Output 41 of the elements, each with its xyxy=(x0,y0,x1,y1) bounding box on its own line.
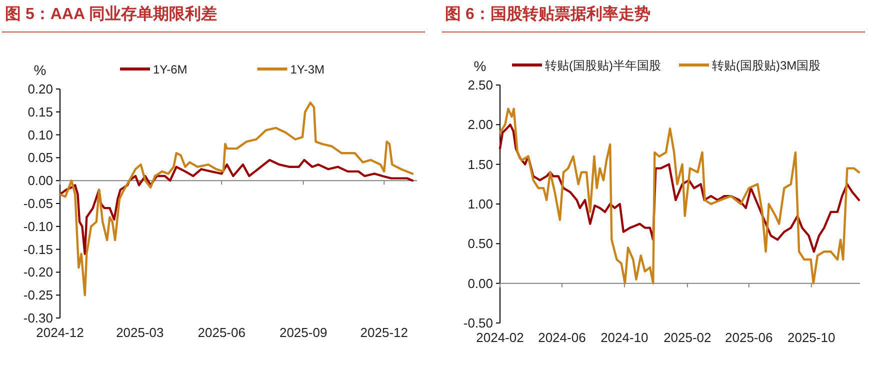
y-tick-label: -0.25 xyxy=(23,288,53,303)
y-axis-title: % xyxy=(34,62,46,78)
y-tick-label: 0.15 xyxy=(28,104,53,120)
y-tick-label: -0.05 xyxy=(23,196,53,211)
y-tick-label: 1.50 xyxy=(468,156,493,172)
y-tick-label: -0.10 xyxy=(23,218,53,234)
chart-title: 图 5：AAA 同业存单期限利差 xyxy=(5,5,217,23)
x-tick-label: 2024-06 xyxy=(538,330,586,345)
line-series xyxy=(498,124,860,253)
line-series xyxy=(498,108,860,284)
legend-label: 转贴(国股贴)3M国股 xyxy=(712,58,821,72)
x-tick-label: 2025-06 xyxy=(725,330,773,345)
legend-label: 转贴(国股贴)半年国股 xyxy=(545,58,661,72)
x-tick-label: 2025-09 xyxy=(279,325,328,340)
y-tick-label: 2.00 xyxy=(468,117,493,132)
x-tick-label: 2025-02 xyxy=(664,330,712,345)
y-tick-label: -0.15 xyxy=(23,242,53,257)
legend-label: 1Y-6M xyxy=(153,62,188,76)
y-tick-label: 0.50 xyxy=(468,236,493,252)
x-tick-label: 2024-12 xyxy=(36,325,84,340)
y-tick-label: 0.20 xyxy=(28,82,53,96)
y-axis-title: % xyxy=(474,58,486,74)
y-tick-label: 0.05 xyxy=(28,150,53,166)
legend-label: 1Y-3M xyxy=(290,62,324,76)
y-tick-label: -0.20 xyxy=(23,264,53,280)
y-tick-label: 1.00 xyxy=(468,196,493,212)
x-tick-label: 2025-12 xyxy=(360,325,408,340)
x-tick-label: 2024-10 xyxy=(600,330,648,345)
x-tick-label: 2025-06 xyxy=(198,325,246,340)
y-tick-label: 0.00 xyxy=(28,173,53,188)
x-tick-label: 2025-10 xyxy=(787,330,836,345)
y-tick-label: 0.10 xyxy=(28,127,53,142)
y-tick-label: -0.50 xyxy=(463,316,493,330)
y-tick-label: 0.00 xyxy=(468,276,493,291)
y-tick-label: -0.30 xyxy=(23,310,53,326)
line-series xyxy=(58,158,414,255)
x-tick-label: 2024-02 xyxy=(476,330,524,345)
chart-title: 图 6：国股转贴票据利率走势 xyxy=(445,4,650,23)
x-tick-label: 2025-03 xyxy=(116,325,164,340)
line-series xyxy=(58,102,414,296)
y-tick-label: 2.50 xyxy=(468,78,493,92)
